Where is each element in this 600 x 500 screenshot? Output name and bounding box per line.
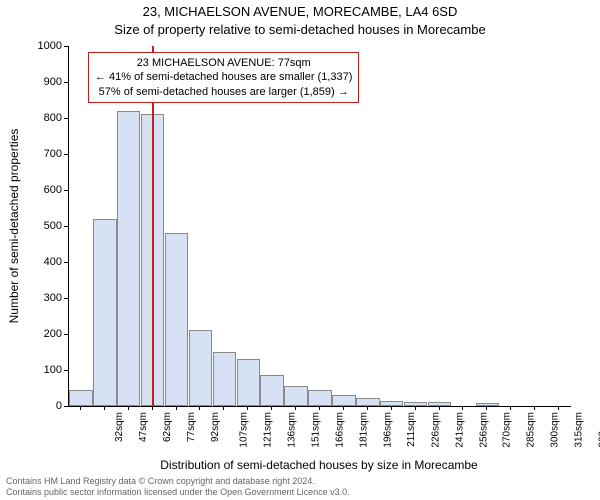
x-tick-label: 92sqm xyxy=(210,412,221,442)
chart-title-sub: Size of property relative to semi-detach… xyxy=(0,22,600,37)
x-tick-label: 241sqm xyxy=(454,412,465,448)
y-tick-label: 300 xyxy=(0,292,62,304)
footer-line-2: Contains public sector information licen… xyxy=(6,487,350,498)
chart-container: { "chart": { "type": "histogram", "title… xyxy=(0,0,600,500)
x-tick-label: 285sqm xyxy=(526,412,537,448)
x-tick-label: 62sqm xyxy=(162,412,173,442)
y-tick-label: 500 xyxy=(0,220,62,232)
y-tick-label: 700 xyxy=(0,148,62,160)
histogram-bar xyxy=(165,233,188,406)
x-tick-label: 315sqm xyxy=(574,412,585,448)
y-tick-label: 0 xyxy=(0,400,62,412)
y-tick-label: 200 xyxy=(0,328,62,340)
x-tick-label: 300sqm xyxy=(550,412,561,448)
x-tick-label: 136sqm xyxy=(287,412,298,448)
histogram-bar xyxy=(308,390,331,406)
footer-line-1: Contains HM Land Registry data © Crown c… xyxy=(6,476,350,487)
histogram-bar xyxy=(380,401,403,406)
x-tick-label: 32sqm xyxy=(114,412,125,442)
x-tick-label: 107sqm xyxy=(239,412,250,448)
histogram-bar xyxy=(69,390,92,406)
y-tick-label: 800 xyxy=(0,112,62,124)
y-tick-label: 100 xyxy=(0,364,62,376)
x-tick-label: 47sqm xyxy=(138,412,149,442)
x-tick-label: 121sqm xyxy=(263,412,274,448)
footer-attribution: Contains HM Land Registry data © Crown c… xyxy=(6,476,350,498)
x-tick-label: 226sqm xyxy=(430,412,441,448)
histogram-bar xyxy=(93,219,116,406)
x-tick-label: 256sqm xyxy=(478,412,489,448)
annotation-line: ← 41% of semi-detached houses are smalle… xyxy=(95,70,352,84)
annotation-line: 57% of semi-detached houses are larger (… xyxy=(95,85,352,99)
x-axis-label: Distribution of semi-detached houses by … xyxy=(68,458,570,472)
annotation-box: 23 MICHAELSON AVENUE: 77sqm← 41% of semi… xyxy=(88,52,359,103)
y-tick-label: 600 xyxy=(0,184,62,196)
x-tick-label: 270sqm xyxy=(502,412,513,448)
y-tick-label: 1000 xyxy=(0,40,62,52)
histogram-bar xyxy=(284,386,307,406)
y-tick-label: 400 xyxy=(0,256,62,268)
x-tick-label: 77sqm xyxy=(186,412,197,442)
y-tick-label: 900 xyxy=(0,76,62,88)
histogram-bar xyxy=(117,111,140,406)
x-tick-label: 166sqm xyxy=(335,412,346,448)
histogram-bar xyxy=(237,359,260,406)
histogram-bar xyxy=(356,398,379,406)
x-tick-label: 151sqm xyxy=(311,412,322,448)
x-tick-label: 181sqm xyxy=(359,412,370,448)
histogram-bar xyxy=(260,375,283,406)
chart-title-main: 23, MICHAELSON AVENUE, MORECAMBE, LA4 6S… xyxy=(0,4,600,19)
x-tick-label: 196sqm xyxy=(382,412,393,448)
annotation-line: 23 MICHAELSON AVENUE: 77sqm xyxy=(95,56,352,70)
x-tick-label: 211sqm xyxy=(406,412,417,447)
histogram-bar xyxy=(213,352,236,406)
histogram-bar xyxy=(332,395,355,406)
histogram-bar xyxy=(189,330,212,406)
